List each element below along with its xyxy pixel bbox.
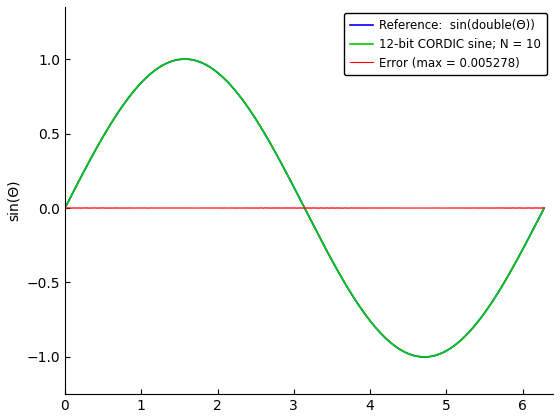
12-bit CORDIC sine; N = 10 (419, 354, 426, 360)
Y-axis label: sin(Θ): sin(Θ) (7, 180, 21, 221)
12-bit CORDIC sine; N = 10 (110, 116, 117, 121)
Error (max = 0.005278) (111, 205, 118, 210)
Line: 12-bit CORDIC sine; N = 10: 12-bit CORDIC sine; N = 10 (65, 59, 544, 357)
Error (max = 0.005278) (436, 205, 442, 210)
12-bit CORDIC sine; N = 10 (62, 205, 68, 210)
Error (max = 0.005278) (391, 205, 398, 210)
Error (max = 0.005278) (445, 206, 451, 211)
12-bit CORDIC sine; N = 10 (436, 352, 443, 357)
12-bit CORDIC sine; N = 10 (180, 57, 187, 62)
Error (max = 0.005278) (273, 205, 280, 210)
Line: Reference:  sin(double(Θ)): Reference: sin(double(Θ)) (65, 59, 544, 357)
Error (max = 0.005278) (68, 206, 75, 211)
Reference:  sin(double(Θ)): (4.91, -0.98): sin(double(Θ)): (4.91, -0.98) (436, 352, 443, 357)
12-bit CORDIC sine; N = 10 (273, 152, 280, 157)
Error (max = 0.005278) (256, 206, 263, 211)
12-bit CORDIC sine; N = 10 (391, 343, 398, 348)
12-bit CORDIC sine; N = 10 (445, 347, 451, 352)
Reference:  sin(double(Θ)): (1.57, 1): sin(double(Θ)): (1.57, 1) (181, 57, 188, 62)
12-bit CORDIC sine; N = 10 (541, 205, 548, 210)
Reference:  sin(double(Θ)): (6.28, -2.45e-16): sin(double(Θ)): (6.28, -2.45e-16) (541, 205, 548, 210)
Reference:  sin(double(Θ)): (0.642, 0.598): sin(double(Θ)): (0.642, 0.598) (110, 116, 117, 121)
Reference:  sin(double(Θ)): (4.32, -0.924): sin(double(Θ)): (4.32, -0.924) (391, 343, 398, 348)
12-bit CORDIC sine; N = 10 (256, 122, 263, 127)
Error (max = 0.005278) (534, 205, 541, 210)
Error (max = 0.005278) (62, 206, 68, 211)
Legend: Reference:  sin(double(Θ)), 12-bit CORDIC sine; N = 10, Error (max = 0.005278): Reference: sin(double(Θ)), 12-bit CORDIC… (344, 13, 547, 76)
Reference:  sin(double(Θ)): (5.03, -0.951): sin(double(Θ)): (5.03, -0.951) (445, 347, 451, 352)
Reference:  sin(double(Θ)): (0, 0): sin(double(Θ)): (0, 0) (62, 205, 68, 210)
Reference:  sin(double(Θ)): (4.71, -1): sin(double(Θ)): (4.71, -1) (421, 354, 428, 360)
Reference:  sin(double(Θ)): (2.77, 0.36): sin(double(Θ)): (2.77, 0.36) (273, 152, 280, 157)
Reference:  sin(double(Θ)): (2.55, 0.56): sin(double(Θ)): (2.55, 0.56) (256, 122, 263, 127)
Error (max = 0.005278) (541, 206, 548, 211)
